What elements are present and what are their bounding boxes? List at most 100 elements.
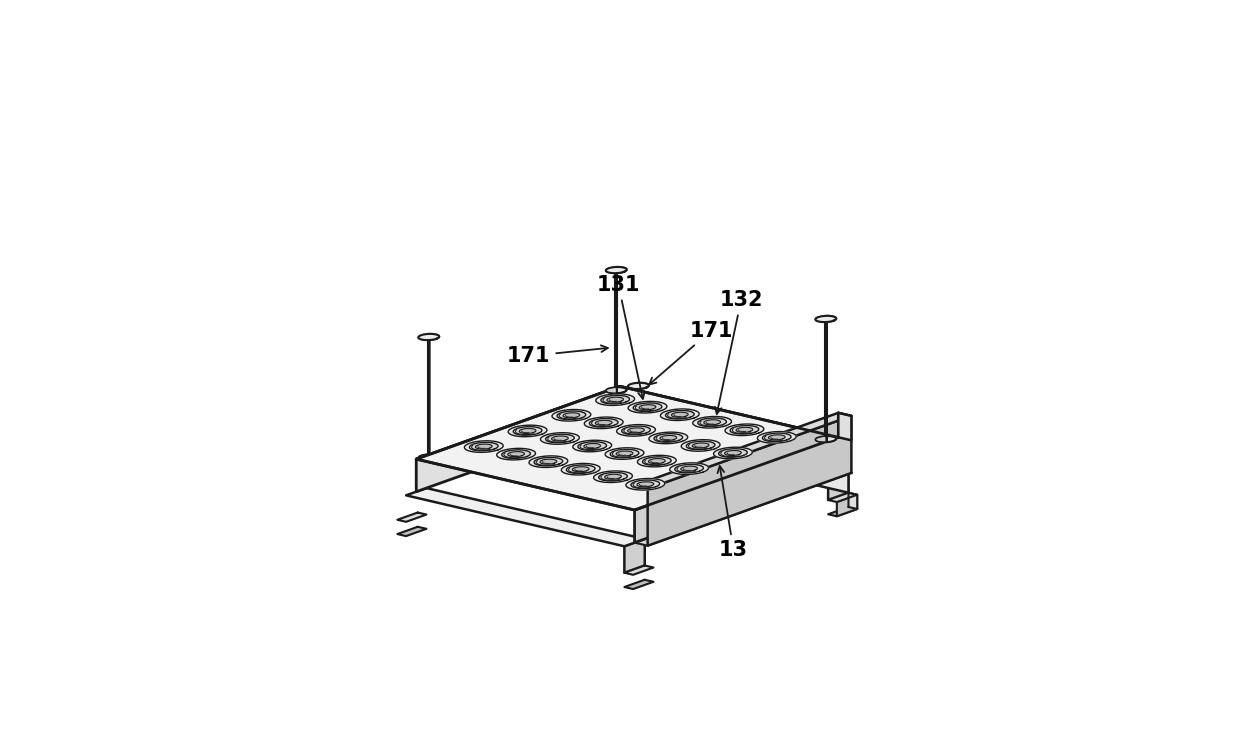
Polygon shape <box>837 495 857 516</box>
Polygon shape <box>625 539 645 573</box>
Polygon shape <box>670 463 708 475</box>
Polygon shape <box>642 457 671 465</box>
Polygon shape <box>828 492 857 502</box>
Polygon shape <box>573 440 611 452</box>
Polygon shape <box>621 426 650 435</box>
Polygon shape <box>541 433 579 445</box>
Polygon shape <box>552 409 590 421</box>
Polygon shape <box>769 435 785 440</box>
Polygon shape <box>606 267 618 393</box>
Text: 13: 13 <box>718 466 748 560</box>
Polygon shape <box>816 316 836 322</box>
Polygon shape <box>681 466 697 471</box>
Polygon shape <box>616 451 632 456</box>
Polygon shape <box>828 507 857 516</box>
Polygon shape <box>584 444 600 448</box>
Polygon shape <box>605 447 644 459</box>
Polygon shape <box>848 492 857 509</box>
Polygon shape <box>610 415 848 473</box>
Polygon shape <box>704 420 720 425</box>
Text: 171: 171 <box>507 345 608 366</box>
Polygon shape <box>594 471 632 483</box>
Polygon shape <box>563 413 580 418</box>
Polygon shape <box>825 316 836 442</box>
Polygon shape <box>698 418 727 427</box>
Polygon shape <box>635 470 852 545</box>
Polygon shape <box>605 474 621 479</box>
Polygon shape <box>557 411 585 420</box>
Polygon shape <box>630 415 848 492</box>
Polygon shape <box>635 437 838 542</box>
Polygon shape <box>758 431 796 443</box>
Polygon shape <box>653 434 683 442</box>
Polygon shape <box>681 439 720 451</box>
Polygon shape <box>649 459 665 464</box>
Polygon shape <box>513 427 542 435</box>
Polygon shape <box>828 466 848 500</box>
Polygon shape <box>610 415 630 449</box>
Polygon shape <box>417 386 838 510</box>
Polygon shape <box>502 450 531 459</box>
Polygon shape <box>508 425 547 436</box>
Polygon shape <box>599 473 627 481</box>
Polygon shape <box>713 447 753 459</box>
Polygon shape <box>627 383 649 389</box>
Polygon shape <box>610 449 639 458</box>
Polygon shape <box>637 482 653 486</box>
Polygon shape <box>671 412 688 417</box>
Polygon shape <box>470 442 498 451</box>
Polygon shape <box>661 409 699 420</box>
Polygon shape <box>686 441 715 450</box>
Polygon shape <box>675 464 703 473</box>
Polygon shape <box>497 448 536 460</box>
Polygon shape <box>595 420 613 425</box>
Polygon shape <box>584 417 622 428</box>
Polygon shape <box>637 456 676 467</box>
Polygon shape <box>816 316 827 442</box>
Polygon shape <box>647 416 852 545</box>
Polygon shape <box>627 428 645 433</box>
Polygon shape <box>418 334 439 340</box>
Polygon shape <box>520 428 536 434</box>
Polygon shape <box>625 565 653 575</box>
Polygon shape <box>573 467 589 472</box>
Polygon shape <box>629 401 667 413</box>
Polygon shape <box>666 411 694 419</box>
Polygon shape <box>635 413 852 489</box>
Polygon shape <box>578 442 606 450</box>
Polygon shape <box>475 444 492 449</box>
Polygon shape <box>627 383 639 509</box>
Polygon shape <box>626 478 665 490</box>
Polygon shape <box>637 383 649 509</box>
Text: 132: 132 <box>715 290 763 414</box>
Polygon shape <box>562 464 600 475</box>
Polygon shape <box>620 386 838 470</box>
Polygon shape <box>737 428 753 432</box>
Polygon shape <box>724 450 742 456</box>
Polygon shape <box>595 394 635 406</box>
Polygon shape <box>417 386 620 492</box>
Polygon shape <box>552 436 568 441</box>
Polygon shape <box>601 439 630 449</box>
Polygon shape <box>719 449 748 457</box>
Polygon shape <box>529 456 568 467</box>
Text: 171: 171 <box>650 321 733 384</box>
Polygon shape <box>606 397 624 402</box>
Polygon shape <box>405 488 645 546</box>
Polygon shape <box>507 452 525 456</box>
Polygon shape <box>546 434 574 443</box>
Polygon shape <box>631 480 660 489</box>
Polygon shape <box>616 425 656 436</box>
Polygon shape <box>634 403 662 411</box>
Polygon shape <box>606 267 626 273</box>
Polygon shape <box>730 425 759 434</box>
Polygon shape <box>465 441 503 453</box>
Polygon shape <box>639 405 656 410</box>
Polygon shape <box>763 433 791 442</box>
Polygon shape <box>567 465 595 473</box>
Polygon shape <box>397 512 427 522</box>
Polygon shape <box>601 454 630 464</box>
Polygon shape <box>534 457 563 466</box>
Polygon shape <box>428 334 439 460</box>
Polygon shape <box>541 459 557 464</box>
